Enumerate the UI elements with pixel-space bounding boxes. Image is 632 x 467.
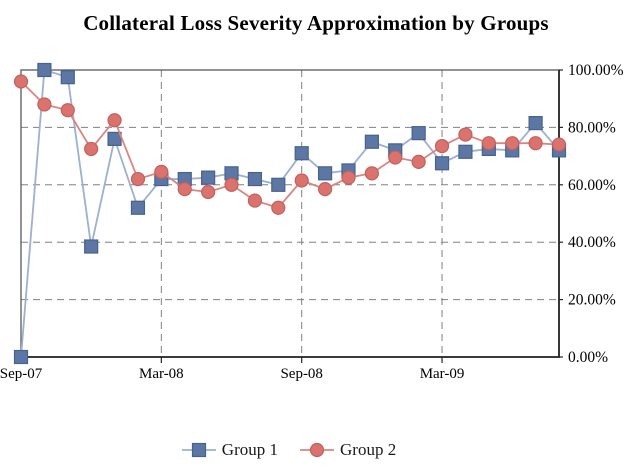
data-point-group-2 [481, 136, 496, 151]
data-point-group-1 [130, 200, 146, 215]
x-tick-label: Mar-08 [139, 366, 184, 382]
y-tick-label: 40.00% [568, 234, 616, 251]
data-point-group-1 [364, 134, 379, 149]
data-point-group-2 [224, 177, 239, 192]
group2-circle-icon [309, 442, 325, 458]
data-point-group-1 [528, 115, 543, 131]
data-point-group-2 [341, 170, 356, 185]
data-point-group-2 [294, 173, 309, 188]
group1-square-icon [191, 442, 206, 458]
data-point-group-2 [13, 74, 29, 89]
data-point-group-1 [458, 144, 473, 159]
x-tick-label: Sep-08 [280, 366, 323, 382]
y-tick-label: 80.00% [568, 119, 616, 136]
data-point-group-1 [201, 170, 216, 185]
chart-plot-area: Sep-07 Mar-08 Sep-08 Mar-09 0.00% 20.00% 40.00… [0, 62, 624, 382]
data-point-group-2 [505, 136, 520, 151]
legend-item-group2: Group 2 [300, 440, 396, 460]
y-tick-label: 100.00% [568, 62, 624, 79]
legend-item-group1: Group 1 [181, 440, 278, 460]
data-point-group-2 [388, 150, 403, 165]
series-line-group-2 [20, 80, 560, 209]
data-point-group-1 [84, 239, 99, 254]
data-point-group-2 [130, 171, 146, 187]
data-point-group-1 [13, 349, 29, 365]
data-point-group-2 [201, 184, 216, 200]
y-tick-label: 0.00% [568, 349, 608, 366]
x-tick-label: Mar-09 [420, 366, 465, 382]
legend-label-group2: Group 2 [340, 440, 397, 459]
data-point-group-2 [364, 166, 379, 181]
group2-legend-marker-icon [300, 442, 334, 458]
plot-border [20, 69, 560, 358]
data-point-group-2 [107, 113, 122, 128]
data-point-group-1 [317, 166, 333, 181]
data-point-group-1 [247, 171, 263, 187]
data-point-group-1 [107, 131, 122, 146]
data-point-group-2 [317, 182, 333, 197]
chart-legend: Group 1 Group 2 [0, 440, 578, 460]
data-point-group-1 [434, 156, 450, 171]
data-point-group-1 [411, 126, 426, 141]
data-point-group-2 [177, 182, 192, 197]
data-point-group-2 [551, 137, 567, 152]
group1-legend-marker-icon [181, 442, 216, 458]
data-point-group-2 [528, 136, 543, 151]
data-point-group-2 [84, 141, 99, 157]
y-tick-label: 20.00% [568, 292, 616, 309]
chart-title: Collateral Loss Severity Approximation b… [83, 11, 549, 35]
data-point-group-2 [247, 193, 263, 208]
data-point-group-1 [294, 146, 309, 161]
data-point-group-1 [60, 70, 75, 85]
x-tick-label: Sep-07 [0, 366, 43, 382]
legend-label-group1: Group 1 [221, 440, 278, 459]
data-point-group-2 [411, 154, 426, 169]
data-point-group-2 [458, 127, 473, 142]
y-tick-label: 60.00% [568, 177, 616, 194]
series-line-group-1 [20, 68, 560, 358]
data-point-group-2 [37, 97, 52, 112]
data-point-group-1 [37, 62, 52, 78]
data-point-group-2 [434, 138, 450, 154]
data-point-group-2 [154, 164, 169, 179]
data-point-group-2 [271, 200, 286, 215]
data-point-group-2 [60, 103, 75, 118]
data-point-group-1 [271, 177, 286, 192]
